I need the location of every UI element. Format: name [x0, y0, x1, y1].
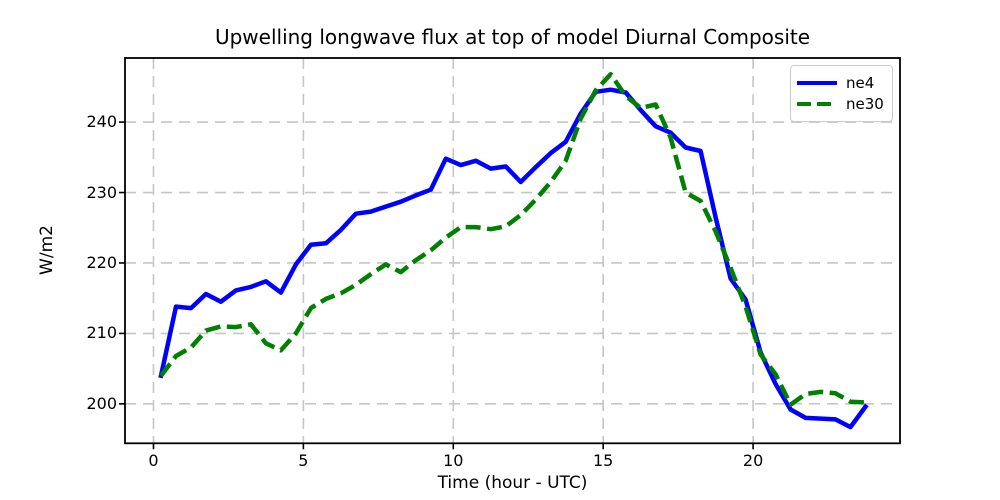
- axes-frame: [124, 57, 901, 445]
- x-tick-label: 15: [593, 451, 614, 470]
- legend-label-ne4: ne4: [846, 74, 875, 92]
- y-tick-label: 210: [86, 323, 117, 343]
- legend-entry-ne4: ne4: [797, 73, 886, 93]
- ne30-line-swatch: [797, 101, 837, 107]
- series-line-ne4: [158, 87, 869, 430]
- y-tick-label: 240: [86, 112, 117, 132]
- y-tick-label: 220: [86, 252, 117, 272]
- legend-label-ne30: ne30: [846, 95, 884, 113]
- y-tick-label: 200: [86, 393, 117, 413]
- chart-title: Upwelling longwave flux at top of model …: [214, 25, 811, 49]
- x-axis-label: Time (hour - UTC): [437, 473, 588, 493]
- series-line-ne30: [159, 71, 866, 407]
- y-axis-label: W/m2: [37, 225, 57, 275]
- plot-border: [124, 57, 901, 445]
- x-tick-label: 0: [148, 451, 159, 470]
- x-tick-label: 5: [298, 451, 309, 470]
- x-tick-label: 10: [443, 451, 464, 470]
- y-tick-label: 230: [86, 182, 117, 202]
- ne4-line-swatch: [797, 80, 837, 86]
- x-tick-label: 20: [742, 451, 764, 470]
- legend-entry-ne30: ne30: [797, 94, 886, 114]
- gridlines: [125, 58, 900, 444]
- legend: ne4 ne30: [790, 65, 893, 122]
- series-lines: [158, 71, 869, 430]
- axis-ticks: [119, 121, 754, 450]
